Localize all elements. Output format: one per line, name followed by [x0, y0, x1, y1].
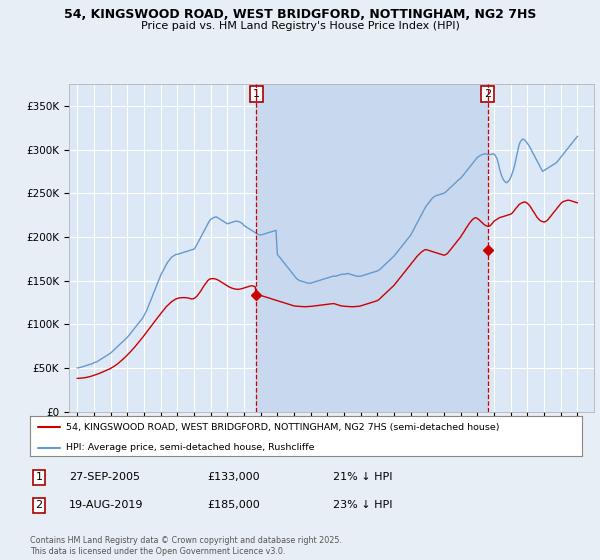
Text: 54, KINGSWOOD ROAD, WEST BRIDGFORD, NOTTINGHAM, NG2 7HS (semi-detached house): 54, KINGSWOOD ROAD, WEST BRIDGFORD, NOTT…: [66, 423, 499, 432]
Text: Price paid vs. HM Land Registry's House Price Index (HPI): Price paid vs. HM Land Registry's House …: [140, 21, 460, 31]
Text: 21% ↓ HPI: 21% ↓ HPI: [333, 472, 392, 482]
Text: 1: 1: [253, 89, 260, 99]
Text: HPI: Average price, semi-detached house, Rushcliffe: HPI: Average price, semi-detached house,…: [66, 443, 314, 452]
Text: Contains HM Land Registry data © Crown copyright and database right 2025.
This d: Contains HM Land Registry data © Crown c…: [30, 536, 342, 556]
Text: 2: 2: [484, 89, 491, 99]
Text: 1: 1: [35, 472, 43, 482]
Bar: [256, 84, 488, 412]
Text: 2: 2: [35, 500, 43, 510]
Text: £133,000: £133,000: [207, 472, 260, 482]
Text: 54, KINGSWOOD ROAD, WEST BRIDGFORD, NOTTINGHAM, NG2 7HS: 54, KINGSWOOD ROAD, WEST BRIDGFORD, NOTT…: [64, 8, 536, 21]
Text: 27-SEP-2005: 27-SEP-2005: [69, 472, 140, 482]
Text: 19-AUG-2019: 19-AUG-2019: [69, 500, 143, 510]
Text: £185,000: £185,000: [207, 500, 260, 510]
Text: 23% ↓ HPI: 23% ↓ HPI: [333, 500, 392, 510]
